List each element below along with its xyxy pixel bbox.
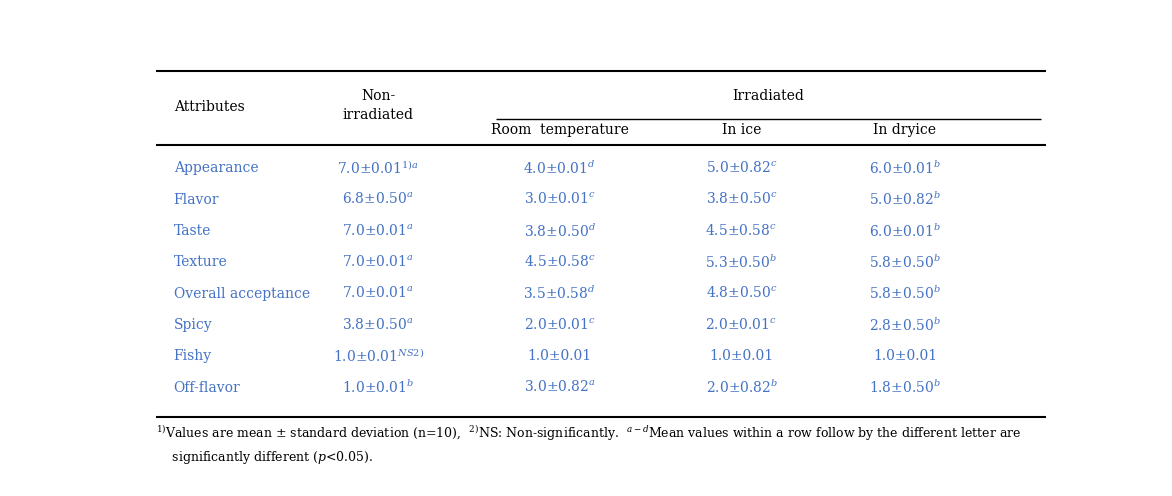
Text: 1.0±0.01$^{b}$: 1.0±0.01$^{b}$ — [342, 379, 414, 396]
Text: 2.0±0.82$^{b}$: 2.0±0.82$^{b}$ — [706, 379, 777, 396]
Text: Flavor: Flavor — [173, 192, 219, 207]
Text: 7.0±0.01$^{a}$: 7.0±0.01$^{a}$ — [342, 286, 414, 301]
Text: significantly different ($p$<0.05).: significantly different ($p$<0.05). — [156, 449, 373, 466]
Text: 6.0±0.01$^{b}$: 6.0±0.01$^{b}$ — [868, 222, 941, 240]
Text: 1.0±0.01: 1.0±0.01 — [527, 349, 592, 363]
Text: 2.0±0.01$^{c}$: 2.0±0.01$^{c}$ — [706, 317, 777, 332]
Text: 1.0±0.01: 1.0±0.01 — [873, 349, 936, 363]
Text: 5.3±0.50$^{b}$: 5.3±0.50$^{b}$ — [706, 253, 777, 271]
Text: 2.8±0.50$^{b}$: 2.8±0.50$^{b}$ — [868, 316, 941, 334]
Text: 4.5±0.58$^{c}$: 4.5±0.58$^{c}$ — [706, 223, 777, 239]
Text: Spicy: Spicy — [173, 318, 212, 332]
Text: 1.0±0.01: 1.0±0.01 — [709, 349, 774, 363]
Text: 5.8±0.50$^{b}$: 5.8±0.50$^{b}$ — [868, 285, 941, 302]
Text: Irradiated: Irradiated — [732, 89, 805, 103]
Text: 4.0±0.01$^{d}$: 4.0±0.01$^{d}$ — [524, 160, 597, 177]
Text: Off-flavor: Off-flavor — [173, 380, 240, 395]
Text: In dryice: In dryice — [873, 123, 936, 137]
Text: 1.0±0.01$^{NS2)}$: 1.0±0.01$^{NS2)}$ — [333, 347, 424, 365]
Text: 3.5±0.58$^{d}$: 3.5±0.58$^{d}$ — [524, 285, 597, 302]
Text: 7.0±0.01$^{1)a}$: 7.0±0.01$^{1)a}$ — [338, 159, 420, 178]
Text: Overall acceptance: Overall acceptance — [173, 287, 309, 301]
Text: Fishy: Fishy — [173, 349, 212, 363]
Text: irradiated: irradiated — [342, 108, 414, 122]
Text: 3.8±0.50$^{a}$: 3.8±0.50$^{a}$ — [342, 317, 414, 332]
Text: 4.5±0.58$^{c}$: 4.5±0.58$^{c}$ — [524, 255, 595, 270]
Text: 2.0±0.01$^{c}$: 2.0±0.01$^{c}$ — [524, 317, 595, 332]
Text: 5.0±0.82$^{b}$: 5.0±0.82$^{b}$ — [868, 191, 941, 208]
Text: 3.8±0.50$^{d}$: 3.8±0.50$^{d}$ — [524, 222, 595, 240]
Text: 3.0±0.01$^{c}$: 3.0±0.01$^{c}$ — [524, 192, 595, 207]
Text: Attributes: Attributes — [173, 100, 245, 114]
Text: 4.8±0.50$^{c}$: 4.8±0.50$^{c}$ — [706, 286, 777, 301]
Text: 5.8±0.50$^{b}$: 5.8±0.50$^{b}$ — [868, 253, 941, 271]
Text: 3.8±0.50$^{c}$: 3.8±0.50$^{c}$ — [706, 192, 777, 207]
Text: $^{1)}$Values are mean ± standard deviation (n=10),  $^{2)}$NS: Non-significantl: $^{1)}$Values are mean ± standard deviat… — [156, 424, 1021, 443]
Text: 6.0±0.01$^{b}$: 6.0±0.01$^{b}$ — [868, 160, 941, 177]
Text: 1.8±0.50$^{b}$: 1.8±0.50$^{b}$ — [868, 379, 941, 396]
Text: Room  temperature: Room temperature — [491, 123, 628, 137]
Text: 7.0±0.01$^{a}$: 7.0±0.01$^{a}$ — [342, 223, 414, 239]
Text: 5.0±0.82$^{c}$: 5.0±0.82$^{c}$ — [706, 161, 777, 176]
Text: 6.8±0.50$^{a}$: 6.8±0.50$^{a}$ — [342, 192, 414, 207]
Text: 7.0±0.01$^{a}$: 7.0±0.01$^{a}$ — [342, 255, 414, 270]
Text: Appearance: Appearance — [173, 161, 258, 176]
Text: Texture: Texture — [173, 255, 227, 269]
Text: Taste: Taste — [173, 224, 211, 238]
Text: Non-: Non- — [361, 89, 395, 103]
Text: In ice: In ice — [722, 123, 761, 137]
Text: 3.0±0.82$^{a}$: 3.0±0.82$^{a}$ — [524, 380, 595, 395]
